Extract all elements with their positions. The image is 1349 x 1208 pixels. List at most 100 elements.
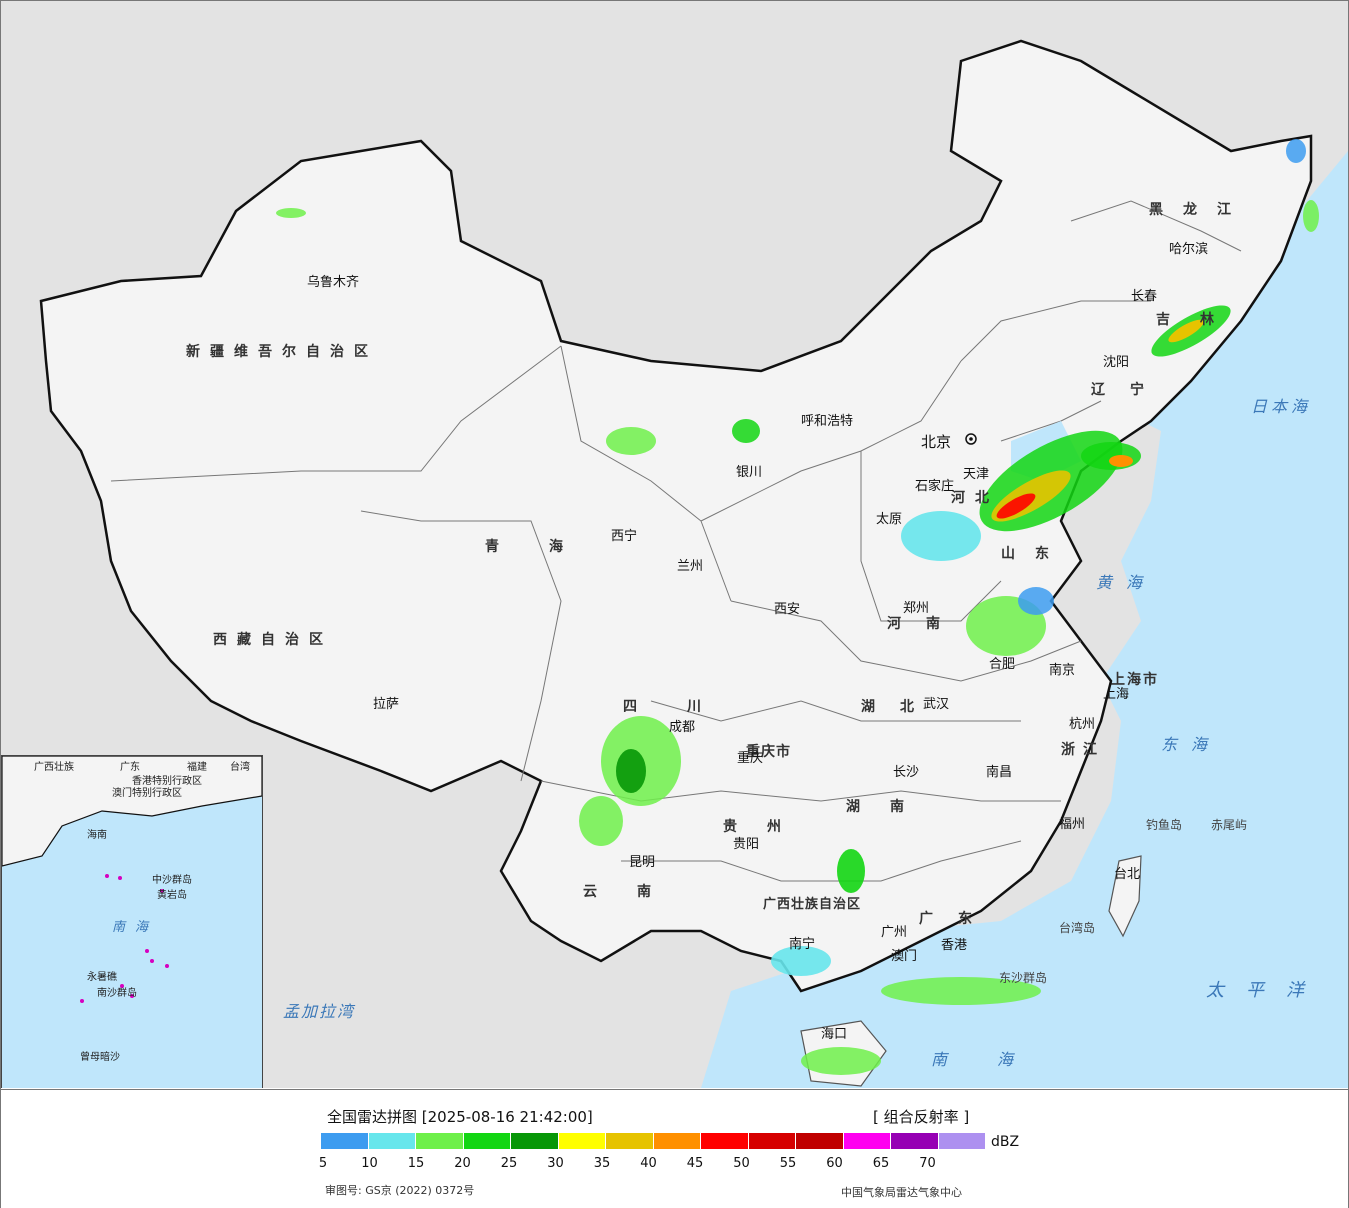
scale-tick-label: 25 — [500, 1156, 518, 1171]
province-label-zhejiang: 浙江 — [1061, 742, 1105, 758]
city-label: 长春 — [1131, 289, 1158, 304]
color-swatch — [653, 1133, 701, 1149]
inset-label: 广东 — [120, 762, 140, 773]
legend-panel: 全国雷达拼图 [2025-08-16 21:42:00] [ 组合反射率 ] d… — [1, 1089, 1348, 1208]
scale-tick-label: 5 — [318, 1156, 328, 1171]
sea-label: 日本海 — [1251, 397, 1312, 416]
scale-tick-label: 10 — [361, 1156, 378, 1171]
city-label: 昆明 — [629, 855, 656, 870]
color-swatch — [796, 1133, 844, 1149]
city-label: 澳门 — [891, 949, 918, 964]
approval-number: 审图号: GS京 (2022) 0372号 — [325, 1184, 475, 1197]
sea-label: 黄海 — [1096, 573, 1157, 592]
sea-label: 南海 — [931, 1050, 1064, 1069]
city-label: 合肥 — [989, 657, 1016, 672]
province-label-xizang: 西藏自治区 — [213, 632, 333, 648]
city-label: 海口 — [821, 1027, 848, 1042]
city-label: 西宁 — [611, 529, 638, 544]
color-swatch — [748, 1133, 796, 1149]
color-swatch — [511, 1133, 559, 1149]
province-label-hunan: 湖南 — [846, 799, 934, 815]
city-label: 石家庄 — [915, 479, 955, 494]
color-swatch — [368, 1133, 416, 1149]
color-swatch — [701, 1133, 749, 1149]
city-label: 杭州 — [1069, 717, 1096, 732]
island-label: 赤尾屿 — [1211, 818, 1248, 832]
city-label: 南昌 — [986, 765, 1013, 780]
scale-tick-label: 40 — [640, 1156, 657, 1171]
color-swatch — [463, 1133, 511, 1149]
province-label-guizhou: 贵州 — [723, 819, 811, 835]
scale-tick-label: 65 — [872, 1156, 890, 1171]
capital-marker — [965, 433, 977, 445]
province-label-shandong: 山东 — [1001, 546, 1069, 562]
city-label: 太原 — [876, 512, 903, 527]
inset-label: 台湾 — [230, 762, 250, 773]
city-label: 呼和浩特 — [801, 414, 854, 429]
sea-label: 孟加拉湾 — [283, 1002, 356, 1021]
city-label: 哈尔滨 — [1169, 242, 1209, 257]
inset-label: 澳门特别行政区 — [112, 788, 182, 799]
city-label: 郑州 — [903, 601, 930, 616]
island-label: 台湾岛 — [1059, 921, 1096, 935]
inset-sea-label: 南海 — [112, 920, 159, 935]
scale-tick-label: 30 — [547, 1156, 564, 1171]
color-scale-ticks: 5 10 15 20 25 30 35 40 45 50 55 60 65 70 — [1, 1156, 1348, 1174]
inset-label: 香港特别行政区 — [132, 776, 202, 787]
china-land — [39, 39, 1313, 993]
city-label: 银川 — [736, 465, 763, 480]
city-label: 成都 — [669, 720, 696, 735]
city-label: 武汉 — [923, 697, 950, 712]
scale-tick-label: 20 — [454, 1156, 471, 1171]
city-label: 沈阳 — [1103, 355, 1130, 370]
province-borders — [110, 200, 1242, 882]
city-label: 乌鲁木齐 — [307, 275, 360, 290]
province-label-heilongjiang: 黑龙江 — [1149, 202, 1251, 218]
city-label: 西安 — [774, 602, 801, 617]
color-swatch — [606, 1133, 654, 1149]
inset-label: 中沙群岛 — [152, 875, 192, 886]
province-label-yunnan: 云南 — [583, 884, 691, 900]
taiwan-island — [1108, 855, 1142, 938]
inset-label: 曾母暗沙 — [80, 1052, 120, 1063]
city-label: 南京 — [1049, 663, 1076, 678]
scale-tick-label: 15 — [407, 1156, 425, 1171]
city-label: 重庆 — [737, 751, 764, 766]
inset-canvas — [2, 756, 262, 1003]
scale-tick-label: 45 — [686, 1156, 704, 1171]
city-label: 长沙 — [893, 765, 920, 780]
legend-unit: dBZ — [991, 1134, 1020, 1150]
scale-tick-label: 35 — [593, 1156, 611, 1171]
scale-tick-label: 60 — [826, 1156, 843, 1171]
province-label-hubei: 湖北 — [861, 699, 939, 715]
sea-japan — [1191, 151, 1348, 481]
province-label-liaoning: 辽宁 — [1091, 382, 1169, 398]
province-label-guangxi: 广西壮族自治区 — [763, 897, 862, 912]
south-china-sea-inset: 广西壮族 广东 福建 台湾 香港特别行政区 澳门特别行政区 海南 中沙群岛 黄岩… — [1, 755, 263, 1088]
city-label: 广州 — [881, 925, 908, 940]
color-scale — [321, 1133, 986, 1149]
city-label: 拉萨 — [373, 697, 400, 712]
inset-label: 南沙群岛 — [97, 988, 137, 999]
province-label-chongqing: 重庆市 — [746, 744, 791, 760]
city-label: 香港 — [941, 938, 968, 953]
sea-label: 东海 — [1161, 735, 1222, 754]
province-label-sichuan: 四川 — [623, 699, 751, 715]
city-label: 福州 — [1059, 817, 1086, 832]
city-label: 台北 — [1114, 867, 1141, 882]
inset-label: 海南 — [87, 830, 107, 841]
scale-tick-label: 50 — [733, 1156, 750, 1171]
source-credit: 中国气象局雷达气象中心 — [841, 1186, 962, 1199]
province-label-xinjiang: 新疆维吾尔自治区 — [186, 344, 378, 360]
province-label-qinghai: 青海 — [485, 539, 613, 555]
color-swatch — [321, 1133, 369, 1149]
province-label-hebei: 河北 — [951, 490, 999, 506]
sea-east — [701, 331, 1348, 1088]
city-label: 南宁 — [789, 937, 816, 952]
province-label-shanghai: 上海市 — [1111, 672, 1159, 688]
province-label-henan: 河南 — [887, 616, 965, 632]
legend-title: 全国雷达拼图 [2025-08-16 21:42:00] — [327, 1108, 593, 1126]
radar-echoes — [276, 139, 1319, 1075]
city-label-capital: 北京 — [921, 433, 952, 451]
